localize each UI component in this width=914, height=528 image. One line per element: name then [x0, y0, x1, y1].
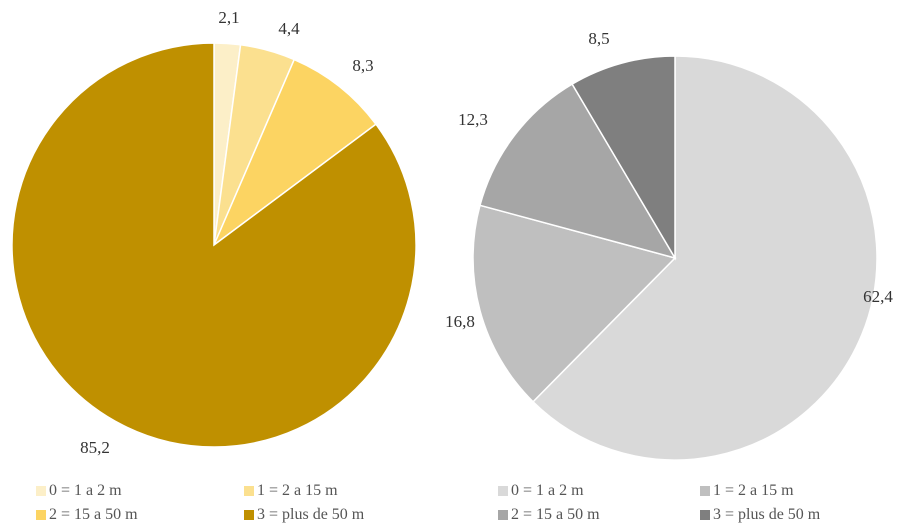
legend-swatch	[700, 510, 710, 520]
legend-swatch	[36, 510, 46, 520]
legend-label: 3 = plus de 50 m	[257, 506, 364, 524]
data-label-0-2: 8,3	[352, 56, 373, 75]
legend-item-left-2: 2 = 15 a 50 m	[36, 506, 138, 524]
legend-item-right-0: 0 = 1 a 2 m	[498, 482, 584, 500]
legend-swatch	[498, 486, 508, 496]
pie-chart-right: 62,4 16,8 12,3 8,5	[445, 29, 893, 460]
data-label-0-3: 85,2	[80, 438, 110, 457]
pie-chart-left: 2,1 4,4 8,3 85,2	[12, 8, 416, 457]
legend-item-left-1: 1 = 2 a 15 m	[244, 482, 338, 500]
legend-label: 2 = 15 a 50 m	[49, 506, 138, 524]
legend-label: 0 = 1 a 2 m	[511, 482, 584, 500]
data-label-1-2: 12,3	[458, 110, 488, 129]
legend-label: 1 = 2 a 15 m	[257, 482, 338, 500]
data-label-0-1: 4,4	[278, 19, 300, 38]
legend-label: 1 = 2 a 15 m	[713, 482, 794, 500]
legend-item-right-2: 2 = 15 a 50 m	[498, 506, 600, 524]
data-label-1-3: 8,5	[588, 29, 609, 48]
legend-label: 0 = 1 a 2 m	[49, 482, 122, 500]
legend-swatch	[244, 486, 254, 496]
legend-swatch	[700, 486, 710, 496]
legend-item-right-3: 3 = plus de 50 m	[700, 506, 820, 524]
data-label-1-1: 16,8	[445, 312, 475, 331]
legend-swatch	[36, 486, 46, 496]
legend-item-left-0: 0 = 1 a 2 m	[36, 482, 122, 500]
legend-swatch	[498, 510, 508, 520]
legend-item-right-1: 1 = 2 a 15 m	[700, 482, 794, 500]
data-label-0-0: 2,1	[218, 8, 239, 27]
legend-swatch	[244, 510, 254, 520]
legend-label: 3 = plus de 50 m	[713, 506, 820, 524]
legend-label: 2 = 15 a 50 m	[511, 506, 600, 524]
legend-item-left-3: 3 = plus de 50 m	[244, 506, 364, 524]
data-label-1-0: 62,4	[863, 287, 893, 306]
